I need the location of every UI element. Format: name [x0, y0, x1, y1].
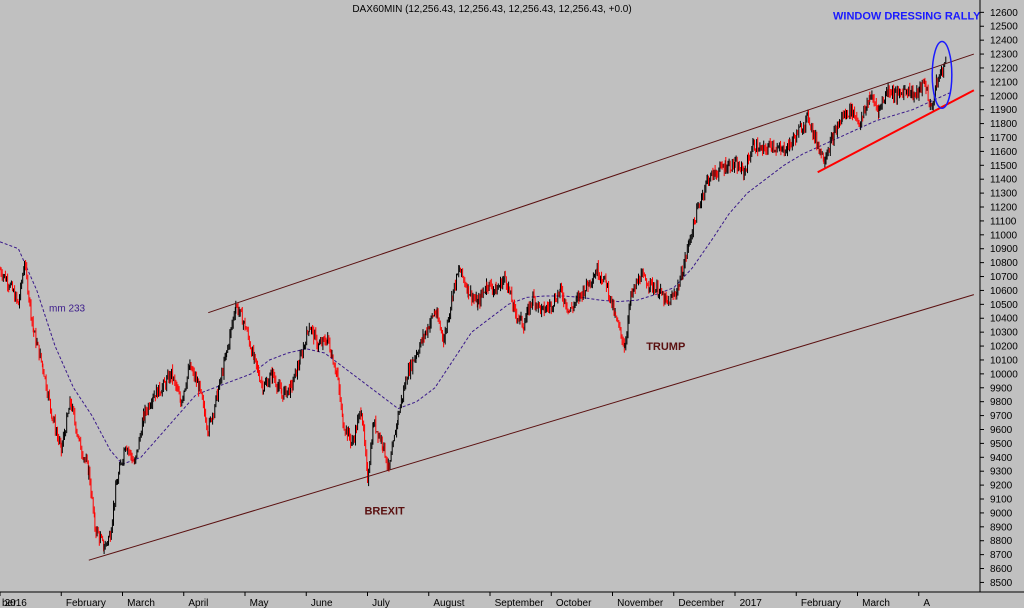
y-tick-label: 12300 — [990, 50, 1018, 61]
annotation-label: TRUMP — [646, 341, 685, 353]
x-tick-label: A — [923, 598, 930, 608]
y-tick-label: 10700 — [990, 272, 1018, 283]
x-tick-label: February — [801, 598, 841, 608]
y-tick-label: 12200 — [990, 63, 1018, 74]
y-tick-label: 12400 — [990, 36, 1018, 47]
y-tick-label: 12500 — [990, 22, 1018, 33]
moving-average-layer: mm 233 — [0, 92, 950, 465]
x-tick-label: May — [250, 598, 269, 608]
x-tick-label: November — [617, 598, 664, 608]
x-tick-label: ber — [2, 598, 17, 608]
y-tick-label: 9600 — [990, 425, 1013, 436]
y-tick-label: 8700 — [990, 550, 1013, 561]
ma-label: mm 233 — [49, 303, 86, 314]
y-tick-label: 12600 — [990, 8, 1018, 19]
y-tick-label: 10100 — [990, 355, 1018, 366]
y-tick-label: 9000 — [990, 508, 1013, 519]
y-tick-label: 10400 — [990, 314, 1018, 325]
annotation-label: WINDOW DRESSING RALLY — [833, 10, 981, 22]
x-tick-label: February — [66, 598, 106, 608]
x-tick-label: June — [311, 598, 333, 608]
y-tick-label: 11400 — [990, 175, 1018, 186]
y-tick-label: 11100 — [990, 216, 1017, 227]
trendlines-layer — [88, 40, 975, 561]
x-tick-label: September — [495, 598, 545, 608]
price-bars-layer — [0, 56, 947, 554]
y-tick-label: 10200 — [990, 342, 1018, 353]
chart-title: DAX60MIN (12,256.43, 12,256.43, 12,256.4… — [352, 4, 631, 15]
y-axis: 8500 8600 8700 8800 8900 9000 9100 9200 9300 9400… — [980, 8, 1018, 589]
y-tick-label: 8800 — [990, 536, 1013, 547]
x-tick-label: March — [127, 598, 155, 608]
y-tick-label: 11300 — [990, 189, 1018, 200]
y-tick-label: 9200 — [990, 481, 1013, 492]
y-tick-label: 10600 — [990, 286, 1018, 297]
y-tick-label: 12000 — [990, 91, 1018, 102]
y-tick-label: 10300 — [990, 328, 1018, 339]
annotations-layer: BREXIT TRUMP WINDOW DRESSING RALLY — [364, 10, 981, 517]
y-tick-label: 8900 — [990, 522, 1013, 533]
y-tick-label: 11700 — [990, 133, 1018, 144]
y-tick-label: 10900 — [990, 244, 1018, 255]
y-tick-label: 11800 — [990, 119, 1018, 130]
x-tick-label: 2017 — [740, 598, 763, 608]
x-tick-label: July — [372, 598, 390, 608]
annotation-label: BREXIT — [364, 505, 405, 517]
x-tick-label: March — [862, 598, 890, 608]
highlight-ellipse — [931, 40, 953, 110]
y-tick-label: 11500 — [990, 161, 1018, 172]
y-tick-label: 9800 — [990, 397, 1013, 408]
y-tick-label: 9500 — [990, 439, 1013, 450]
support-line-line — [817, 89, 975, 174]
y-tick-label: 8600 — [990, 564, 1013, 575]
x-tick-label: 2016 — [5, 598, 28, 608]
y-tick-label: 9900 — [990, 383, 1013, 394]
y-tick-label: 12100 — [990, 77, 1018, 88]
y-tick-label: 9300 — [990, 467, 1013, 478]
y-tick-label: 9400 — [990, 453, 1013, 464]
y-tick-label: 8500 — [990, 578, 1013, 589]
y-tick-label: 11200 — [990, 203, 1018, 214]
upper-channel-line — [208, 53, 975, 314]
y-tick-label: 10000 — [990, 369, 1018, 380]
x-tick-label: August — [433, 598, 464, 608]
x-tick-label: April — [188, 598, 208, 608]
x-tick-label: October — [556, 598, 592, 608]
y-tick-label: 10800 — [990, 258, 1018, 269]
x-tick-label: December — [678, 598, 725, 608]
y-tick-label: 9700 — [990, 411, 1013, 422]
y-tick-label: 10500 — [990, 300, 1018, 311]
y-tick-label: 11000 — [990, 230, 1018, 241]
y-tick-label: 11900 — [990, 105, 1018, 116]
y-tick-label: 9100 — [990, 495, 1013, 506]
lower-channel-line — [88, 294, 975, 561]
y-tick-label: 11600 — [990, 147, 1018, 158]
